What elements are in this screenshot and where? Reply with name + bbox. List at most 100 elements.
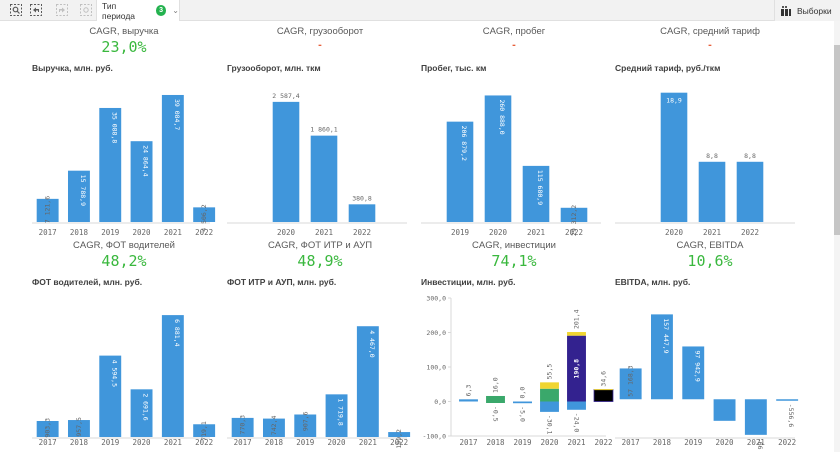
x-tick-label: 2017: [622, 438, 640, 447]
data-label: 57 168,3: [627, 365, 635, 396]
kpi-title: CAGR, ФОТ ИТР и АУП: [267, 240, 373, 251]
data-label: 8,8: [744, 152, 756, 160]
segment-2020: [540, 388, 559, 402]
bar-2022: [193, 424, 216, 437]
y-tick-label: 100,0: [426, 364, 446, 372]
x-tick-label: 2020: [489, 228, 508, 237]
bar-2019: [682, 346, 705, 400]
bar-2017: [36, 420, 59, 437]
bar-2021: [161, 94, 184, 222]
x-tick-label: 2021: [747, 438, 765, 447]
bar-2022: [776, 399, 799, 401]
x-tick-label: 2019: [451, 228, 469, 237]
smart-search-icon[interactable]: [8, 3, 24, 17]
scrollbar-thumb[interactable]: [834, 45, 840, 235]
data-label: 206 879,2: [460, 126, 468, 161]
data-label: 903,3: [44, 418, 52, 438]
bar-2018: [67, 420, 90, 437]
chevron-down-icon: ⌄: [172, 6, 179, 15]
x-tick-label: 2022: [594, 438, 612, 447]
data-label-top: 34,6: [600, 371, 608, 387]
kpi-cagr-revenue: CAGR, выручка 23,0%: [24, 26, 224, 56]
step-forward-icon[interactable]: [54, 3, 70, 17]
x-tick-label: 2018: [70, 438, 89, 447]
data-label-top: 6,3: [465, 384, 473, 396]
data-label: 957,5: [75, 417, 83, 437]
x-tick-label: 2019: [684, 438, 702, 447]
data-label: 1 719,8: [337, 398, 345, 425]
bar-2021: [356, 326, 379, 437]
segment-2022: [593, 389, 614, 402]
data-label: 6 881,4: [173, 319, 181, 346]
bar-2018: [650, 314, 673, 400]
selections-icon: [781, 5, 791, 16]
bar-2020: [272, 101, 300, 222]
x-tick-label: 2019: [296, 438, 314, 447]
bar-2019: [294, 414, 317, 437]
data-label: 2 587,4: [272, 92, 299, 100]
bar-2018: [67, 170, 90, 222]
kpi-title: CAGR, EBITDA: [676, 240, 744, 251]
kpi-title: CAGR, средний тариф: [660, 26, 760, 37]
data-label: 15 788,9: [79, 175, 87, 206]
data-label: 719,1: [200, 421, 208, 441]
x-tick-label: 2018: [486, 438, 505, 447]
tariff-chart: 2020 18,9 2021 8,8 2022 8,8: [615, 92, 795, 237]
data-label: 157 447,9: [662, 318, 670, 353]
kpi-value: 74,1%: [491, 252, 537, 270]
x-tick-label: 2017: [39, 228, 57, 237]
bar-2022: [736, 161, 764, 222]
x-tick-label: 2020: [133, 228, 152, 237]
bar-2017: [619, 368, 642, 400]
kpi-title: CAGR, инвестиции: [472, 240, 556, 251]
x-tick-label: 2020: [665, 228, 684, 237]
data-label: 7 121,6: [44, 196, 52, 223]
kpi-cagr-ebitda: CAGR, EBITDA 10,6%: [610, 240, 810, 270]
bar-2020: [325, 394, 348, 437]
bar-2019: [99, 355, 122, 437]
x-tick-label: 2019: [101, 438, 119, 447]
kpi-value: 48,2%: [101, 252, 147, 270]
x-tick-label: 2022: [741, 228, 759, 237]
vertical-scrollbar[interactable]: [834, 21, 840, 452]
x-tick-label: 2017: [234, 438, 252, 447]
data-label: 8,8: [706, 152, 718, 160]
data-label: 115 680,9: [536, 170, 544, 205]
y-tick-label: -100,0: [423, 433, 447, 441]
clear-selections-icon[interactable]: [78, 3, 94, 17]
staff-payroll-chart: 2017 770,3 2018 742,4 2019 907,6 2020 1 719,8 20…: [227, 326, 411, 449]
bar-2018: [262, 418, 285, 437]
segment-2018: [486, 395, 505, 402]
kpi-title: CAGR, выручка: [89, 26, 159, 37]
bar-2020: [713, 399, 736, 421]
data-label-inner: 190,8: [573, 359, 581, 379]
bar-2022: [348, 204, 376, 222]
bar-2020: [484, 95, 512, 222]
data-label-top: 55,5: [546, 364, 554, 380]
data-label-bottom: -5,0: [519, 406, 527, 422]
selections-button[interactable]: Выборки: [774, 0, 840, 21]
step-back-icon[interactable]: [28, 3, 44, 17]
data-label: 380,8: [352, 194, 372, 202]
x-tick-label: 2017: [459, 438, 477, 447]
segment-2021: [567, 401, 586, 410]
bar-2020: [130, 141, 153, 222]
x-tick-label: 2022: [390, 438, 408, 447]
segment-2020: [540, 401, 559, 412]
kpi-cagr-freight: CAGR, грузооборот -: [220, 26, 420, 51]
period-filter[interactable]: Тип периода 3 ⌄: [96, 0, 180, 21]
x-tick-label: 2022: [565, 228, 583, 237]
bar-2021: [744, 399, 767, 435]
ebitda-chart: 2017 57 168,3 2018 157 447,9 2019 97 942,9 202…: [615, 314, 799, 452]
x-tick-label: 2019: [513, 438, 531, 447]
bar-2022: [193, 207, 216, 222]
data-label-bottom: -0,5: [492, 406, 500, 422]
segment-2021: [567, 332, 586, 336]
bar-2021: [698, 161, 726, 222]
kpi-cagr-investments: CAGR, инвестиции 74,1%: [414, 240, 614, 270]
x-tick-label: 2020: [540, 438, 559, 447]
x-tick-label: 2021: [164, 228, 182, 237]
chart-title-driver-payroll: ФОТ водителей, млн. руб.: [32, 277, 143, 287]
bar-2017: [231, 417, 254, 437]
data-label: -556,6: [787, 404, 795, 428]
